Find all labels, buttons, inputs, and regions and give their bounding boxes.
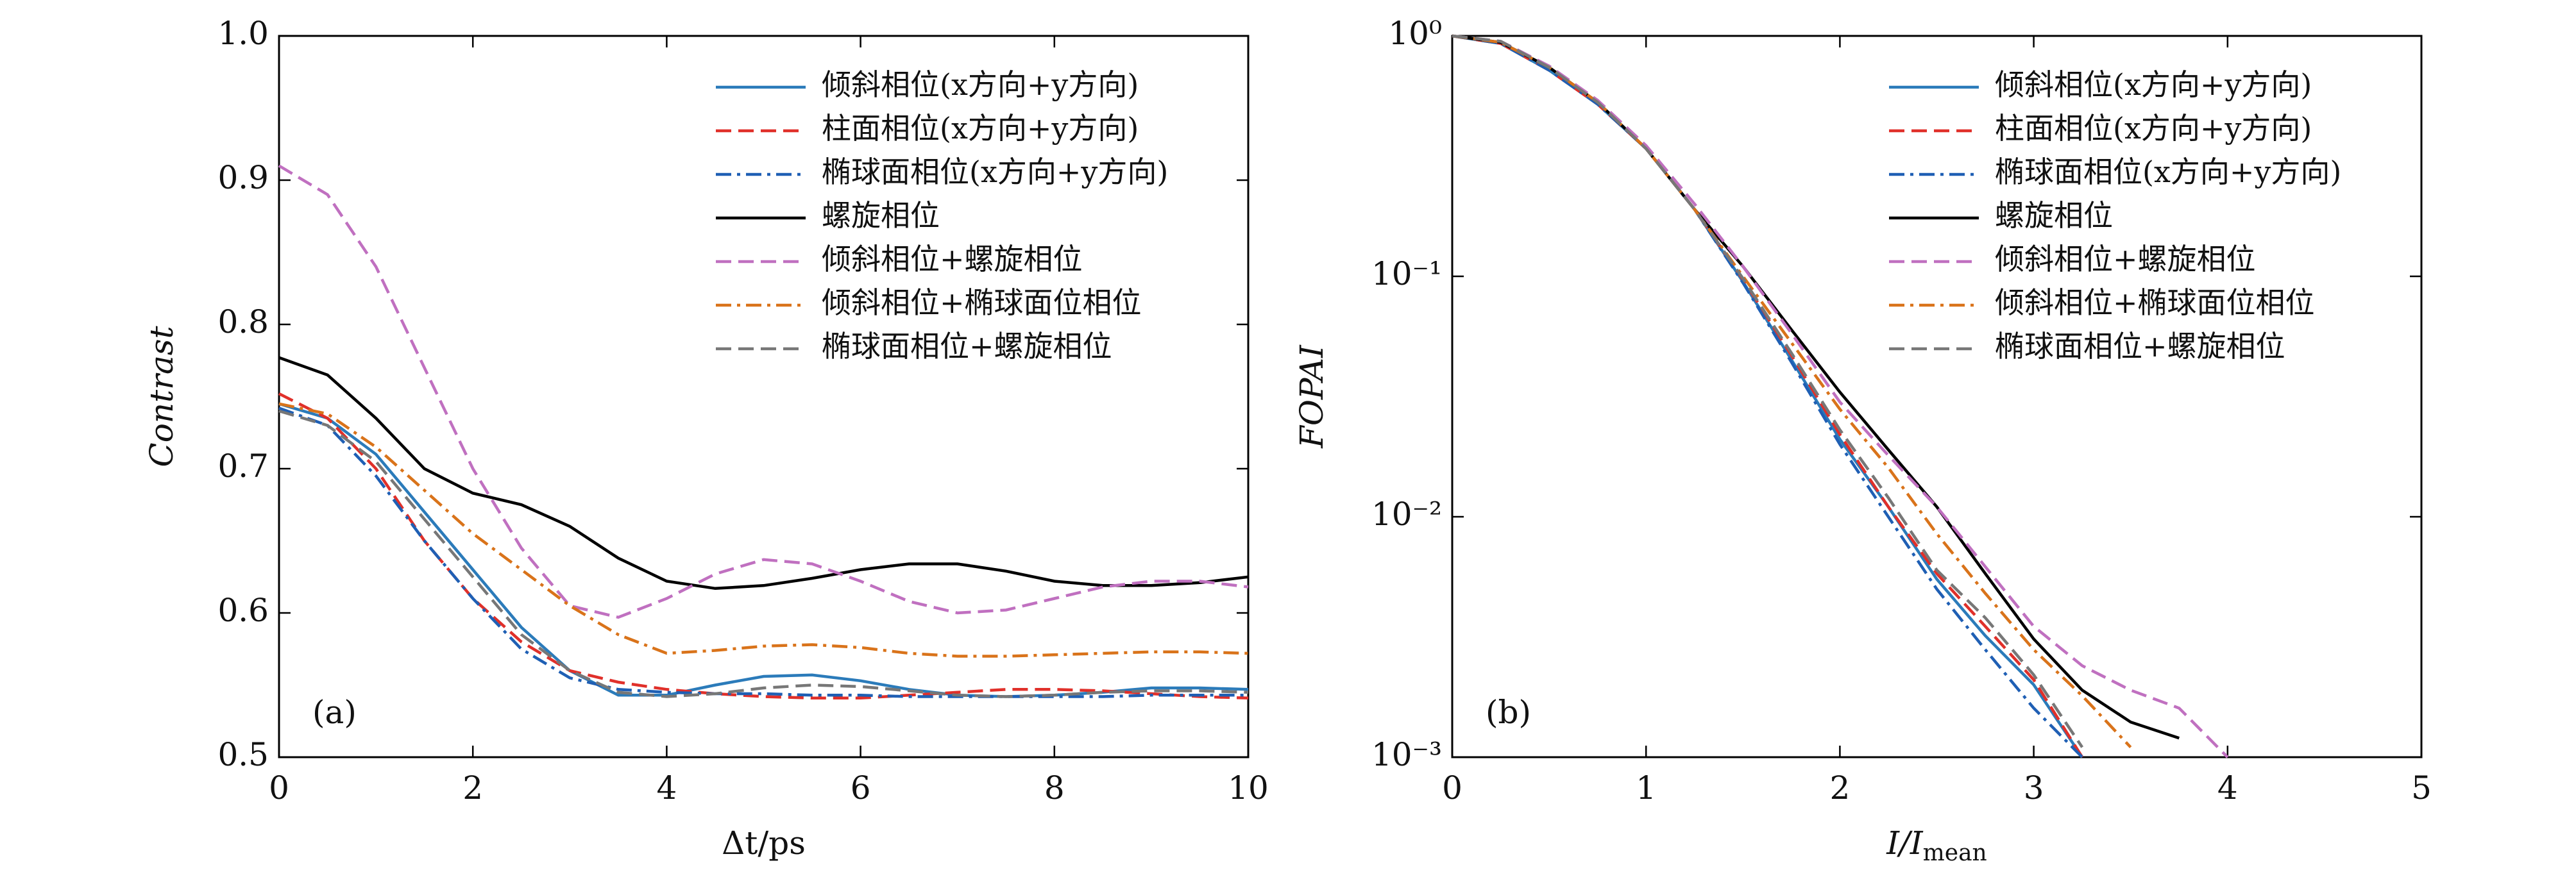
legend-label: 螺旋相位 [1995,198,2113,233]
x-tick-label: 4 [656,769,677,807]
y-axis-label: Contrast [143,326,180,467]
plot-area [1451,35,2423,758]
y-tick-label: 10⁻² [1371,496,1442,533]
x-tick-label: 0 [269,769,289,807]
series-line [278,406,1248,698]
series-line [278,356,1249,590]
x-axis-label: I/Imean [1886,825,1987,866]
legend-label: 椭球面相位+螺旋相位 [1995,329,2285,364]
series-line [1452,34,2084,748]
legend-label: 倾斜相位(x方向+y方向) [1995,67,2312,102]
y-tick-label: 10⁰ [1388,15,1442,52]
y-tick-label: 0.5 [217,736,269,773]
y-tick-label: 0.8 [217,303,269,340]
legend-label: 柱面相位(x方向+y方向) [1995,111,2312,146]
x-tick-label: 6 [851,769,871,807]
legend-label: 倾斜相位+螺旋相位 [822,242,1083,276]
legend-label: 椭球面相位(x方向+y方向) [1995,155,2341,189]
legend-label: 椭球面相位+螺旋相位 [822,329,1112,364]
y-axis-label: FOPAI [1293,344,1330,449]
legend-label: 柱面相位(x方向+y方向) [822,111,1139,146]
series-line [278,402,1249,698]
x-tick-label: 1 [1636,769,1656,807]
x-axis-label-sub: mean [1923,840,1987,866]
legend-label: 椭球面相位(x方向+y方向) [822,155,1168,189]
x-tick-label: 2 [462,769,483,807]
y-tick-label: 0.9 [217,159,269,196]
y-tick-label: 0.6 [217,592,269,629]
plot-area [278,35,1250,758]
x-tick-label: 8 [1044,769,1065,807]
x-tick-label: 3 [2024,769,2044,807]
panel-label: (b) [1486,694,1531,731]
x-tick-label: 2 [1829,769,1850,807]
legend-label: 倾斜相位+螺旋相位 [1995,242,2256,276]
legend-label: 倾斜相位+椭球面位相位 [1995,285,2315,320]
x-axis-label: Δt/ps [722,825,806,862]
x-tick-label: 4 [2217,769,2238,807]
x-tick-label: 10 [1228,769,1269,807]
panel-label: (a) [312,694,357,731]
y-tick-label: 1.0 [217,15,269,52]
series-line [1452,34,2084,758]
y-tick-label: 10⁻³ [1371,736,1442,773]
series-line [278,164,1249,619]
series-line [1452,34,2084,758]
series-line [278,409,1249,698]
x-tick-label: 5 [2411,769,2432,807]
series-line [278,402,1249,658]
x-axis-label-main: I/I [1886,825,1924,862]
x-tick-label: 0 [1442,769,1462,807]
legend-label: 倾斜相位(x方向+y方向) [822,67,1139,102]
legend-label: 螺旋相位 [822,198,940,233]
series-line [278,392,1249,700]
legend-label: 倾斜相位+椭球面位相位 [822,285,1142,320]
y-tick-label: 10⁻¹ [1371,255,1442,292]
series-line [1452,34,2083,758]
y-tick-label: 0.7 [217,448,269,485]
